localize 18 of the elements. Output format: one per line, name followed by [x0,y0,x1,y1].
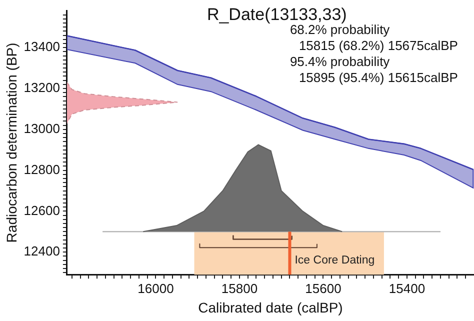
x-tick-label: 15400 [388,280,426,296]
y-tick-label: 13200 [24,80,60,96]
y-tick-label: 13400 [24,39,60,54]
y-tick-label: 12600 [24,202,60,218]
annotation: 15895 (95.4%) 15615calBP [298,70,458,85]
y-tick-label: 12400 [24,244,60,259]
annotation: 68.2% probability [290,22,390,37]
annotation: 95.4% probability [290,54,390,69]
y-tick-label: 12800 [24,162,60,177]
x-tick-label: 15600 [305,280,342,296]
y-axis-title: Radiocarbon determination (BP) [3,42,20,243]
annotation: 15815 (68.2%) 15675calBP [298,38,458,53]
chart-title: R_Date(13133,33) [206,5,347,24]
x-tick-label: 16000 [138,280,174,296]
x-tick-label: 15800 [221,280,258,296]
ref-line-label: Ice Core Dating [294,254,375,267]
y-tick-label: 13000 [24,120,60,136]
x-axis-title: Calibrated date (calBP) [198,299,343,316]
